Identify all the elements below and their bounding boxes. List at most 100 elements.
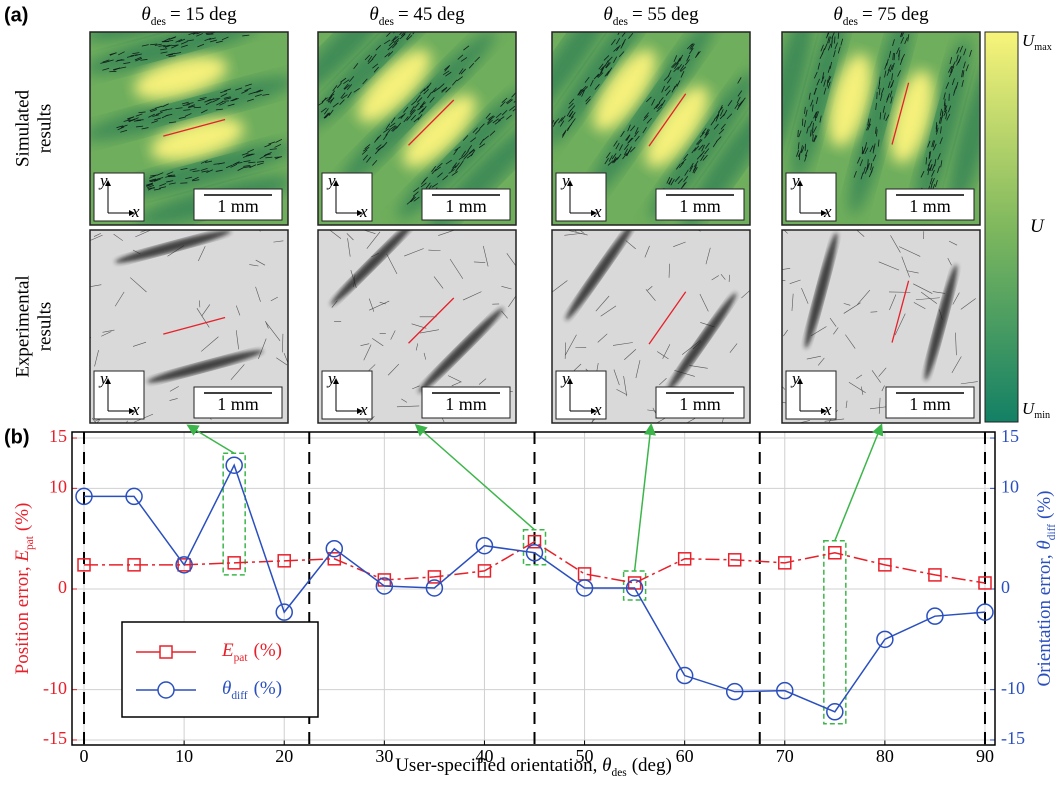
hatch bbox=[460, 57, 468, 62]
hatch bbox=[413, 187, 420, 193]
hatch bbox=[677, 64, 682, 71]
hatch bbox=[931, 140, 934, 148]
hatch bbox=[873, 143, 876, 151]
hatch bbox=[584, 76, 590, 83]
hatch bbox=[328, 109, 334, 116]
fiber bbox=[575, 347, 587, 348]
fiber bbox=[386, 253, 398, 274]
hatch bbox=[861, 146, 864, 154]
hatch bbox=[600, 66, 604, 74]
fiber bbox=[789, 279, 801, 284]
fiber bbox=[201, 304, 211, 317]
fiber bbox=[600, 305, 617, 317]
fiber bbox=[947, 258, 952, 266]
hatch bbox=[963, 48, 967, 56]
hatch bbox=[864, 167, 869, 174]
fiber bbox=[806, 355, 821, 360]
hatch bbox=[817, 62, 821, 70]
column-title-part: θ bbox=[833, 4, 842, 25]
row-label: Simulated bbox=[12, 89, 33, 167]
fiber bbox=[387, 363, 400, 376]
hatch bbox=[896, 47, 900, 55]
hatch bbox=[483, 135, 490, 141]
hatch bbox=[815, 97, 819, 105]
column-title-part: = 45 deg bbox=[398, 4, 465, 25]
fiber bbox=[58, 213, 65, 223]
hatch bbox=[413, 117, 420, 123]
hatch bbox=[932, 143, 937, 151]
hatch bbox=[617, 32, 622, 36]
hatch bbox=[827, 43, 832, 51]
fiber bbox=[360, 343, 370, 347]
hatch bbox=[823, 87, 827, 95]
hatch bbox=[442, 175, 449, 181]
hatch bbox=[801, 146, 805, 154]
hatch bbox=[886, 93, 890, 101]
hatch bbox=[383, 39, 391, 45]
hatch bbox=[931, 177, 935, 185]
column-title: θdes = 15 deg bbox=[141, 4, 237, 27]
hatch bbox=[192, 170, 200, 173]
fiber bbox=[235, 305, 241, 316]
hatch bbox=[175, 107, 183, 110]
dark-band bbox=[418, 307, 504, 393]
hatch bbox=[612, 156, 617, 164]
hatch bbox=[642, 126, 647, 134]
fiber bbox=[142, 444, 165, 453]
hatch bbox=[893, 53, 896, 61]
band-light bbox=[890, 70, 934, 164]
hatch bbox=[188, 105, 196, 109]
fiber bbox=[699, 293, 709, 312]
hatch bbox=[184, 113, 192, 117]
hatch bbox=[118, 51, 125, 56]
hatch bbox=[819, 52, 824, 59]
hatch bbox=[931, 164, 936, 172]
hatch bbox=[718, 128, 725, 135]
hatch bbox=[698, 144, 704, 151]
hatch bbox=[133, 119, 142, 122]
hatch bbox=[441, 87, 448, 93]
hatch bbox=[247, 98, 254, 102]
fiber bbox=[506, 253, 516, 267]
fiber bbox=[763, 231, 783, 250]
fiber bbox=[527, 326, 536, 335]
hatch bbox=[488, 116, 495, 121]
fiber bbox=[810, 326, 827, 337]
hatch bbox=[866, 123, 870, 131]
hatch bbox=[945, 82, 950, 89]
hatch bbox=[221, 100, 230, 102]
hatch bbox=[808, 120, 813, 128]
hatch bbox=[225, 164, 233, 169]
scale-box bbox=[193, 188, 283, 221]
image-frame bbox=[551, 229, 751, 424]
fiber bbox=[258, 338, 267, 360]
hatch bbox=[206, 33, 214, 35]
band-light bbox=[593, 49, 657, 131]
hatch bbox=[188, 32, 196, 36]
fiber bbox=[366, 416, 375, 423]
hatch bbox=[509, 105, 516, 111]
hatch bbox=[624, 148, 628, 156]
hatch bbox=[147, 184, 155, 188]
x-tick-label: 80 bbox=[876, 746, 894, 766]
fiber bbox=[889, 294, 897, 311]
fiber bbox=[689, 365, 708, 369]
band-dark bbox=[552, 32, 621, 121]
hatch bbox=[434, 166, 441, 172]
hatch bbox=[183, 109, 191, 111]
hatch bbox=[797, 129, 799, 138]
hatch bbox=[445, 71, 452, 77]
hatch bbox=[418, 108, 424, 115]
hatch bbox=[956, 46, 960, 54]
x-tick-label: 60 bbox=[676, 746, 694, 766]
x-axis-label-part: des bbox=[612, 767, 628, 779]
hatch bbox=[436, 162, 443, 169]
hatch bbox=[377, 145, 384, 151]
fiber bbox=[412, 385, 420, 390]
hatch bbox=[796, 149, 800, 157]
hatch bbox=[604, 70, 610, 77]
hatch bbox=[804, 106, 806, 114]
fiber bbox=[303, 343, 318, 355]
hatch bbox=[422, 176, 428, 183]
axis-letter: x bbox=[823, 202, 832, 221]
